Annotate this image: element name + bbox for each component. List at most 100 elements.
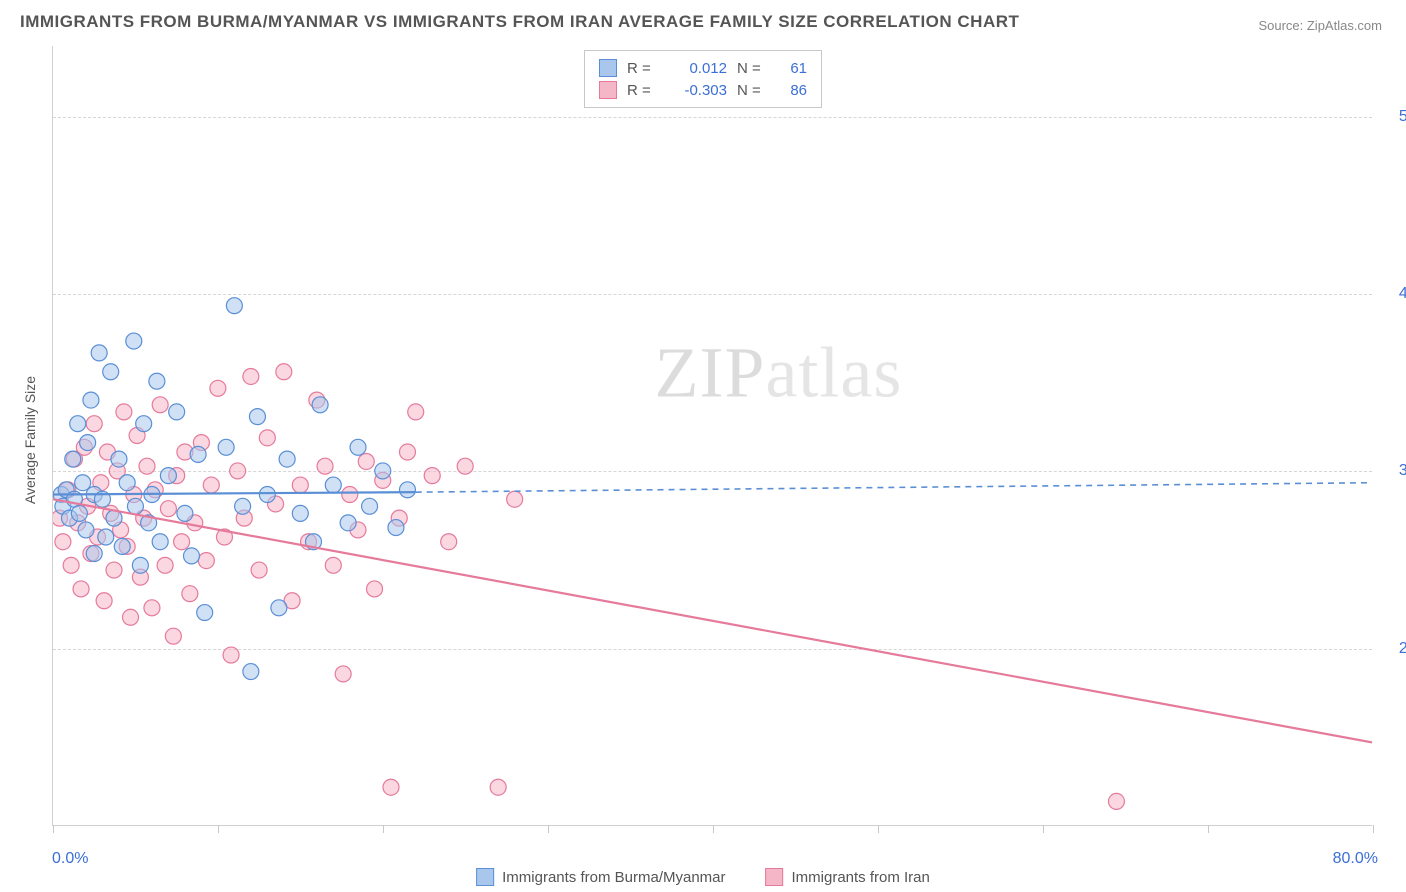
data-point — [312, 397, 328, 413]
data-point — [210, 380, 226, 396]
y-tick-label: 2.75 — [1380, 640, 1406, 658]
x-tick — [383, 825, 384, 833]
data-point — [184, 548, 200, 564]
data-point — [96, 593, 112, 609]
data-point — [375, 463, 391, 479]
data-point — [55, 534, 71, 550]
data-point — [65, 451, 81, 467]
data-point — [139, 458, 155, 474]
data-point — [235, 498, 251, 514]
data-point — [292, 505, 308, 521]
legend-row-series1: R = 0.012 N = 61 — [599, 57, 807, 79]
data-point — [350, 439, 366, 455]
data-point — [383, 779, 399, 795]
data-point — [340, 515, 356, 531]
source-attribution: Source: ZipAtlas.com — [1258, 18, 1382, 33]
x-axis-end-label: 80.0% — [1333, 850, 1378, 868]
data-point — [182, 586, 198, 602]
data-point — [75, 475, 91, 491]
data-point — [218, 439, 234, 455]
data-point — [103, 364, 119, 380]
data-point — [127, 498, 143, 514]
x-tick — [548, 825, 549, 833]
data-point — [80, 435, 96, 451]
source-value: ZipAtlas.com — [1307, 18, 1382, 33]
data-point — [190, 446, 206, 462]
data-point — [342, 487, 358, 503]
y-axis-label: Average Family Size — [22, 376, 38, 504]
n-value-series1: 61 — [777, 60, 807, 77]
trend-line-dashed — [416, 483, 1372, 492]
x-tick — [1043, 825, 1044, 833]
data-point — [169, 404, 185, 420]
data-point — [325, 477, 341, 493]
trend-line-solid — [53, 499, 1372, 742]
data-point — [78, 522, 94, 538]
data-point — [424, 468, 440, 484]
data-point — [367, 581, 383, 597]
data-point — [86, 416, 102, 432]
x-tick — [713, 825, 714, 833]
data-point — [114, 538, 130, 554]
n-value-series2: 86 — [777, 82, 807, 99]
data-point — [198, 553, 214, 569]
data-point — [362, 498, 378, 514]
data-point — [399, 444, 415, 460]
data-point — [63, 557, 79, 573]
data-point — [1108, 793, 1124, 809]
data-point — [317, 458, 333, 474]
chart-title: IMMIGRANTS FROM BURMA/MYANMAR VS IMMIGRA… — [20, 12, 1019, 32]
r-label: R = — [627, 60, 657, 77]
data-point — [149, 373, 165, 389]
data-point — [122, 609, 138, 625]
data-point — [243, 664, 259, 680]
data-point — [71, 505, 87, 521]
data-point — [119, 475, 135, 491]
chart-svg — [53, 46, 1372, 825]
swatch-series2 — [599, 81, 617, 99]
x-tick — [1373, 825, 1374, 833]
data-point — [226, 298, 242, 314]
x-tick — [878, 825, 879, 833]
data-point — [165, 628, 181, 644]
data-point — [441, 534, 457, 550]
source-label: Source: — [1258, 18, 1306, 33]
data-point — [276, 364, 292, 380]
data-point — [388, 520, 404, 536]
r-value-series1: 0.012 — [667, 60, 727, 77]
y-tick-label: 4.25 — [1380, 285, 1406, 303]
data-point — [83, 392, 99, 408]
data-point — [73, 581, 89, 597]
n-label: N = — [737, 60, 767, 77]
swatch-series1 — [599, 59, 617, 77]
r-label: R = — [627, 82, 657, 99]
data-point — [325, 557, 341, 573]
data-point — [507, 491, 523, 507]
data-point — [223, 647, 239, 663]
x-tick — [218, 825, 219, 833]
data-point — [160, 468, 176, 484]
data-point — [126, 333, 142, 349]
data-point — [408, 404, 424, 420]
swatch-series2-b — [766, 868, 784, 886]
data-point — [197, 605, 213, 621]
data-point — [86, 546, 102, 562]
x-tick — [1208, 825, 1209, 833]
data-point — [271, 600, 287, 616]
data-point — [132, 557, 148, 573]
data-point — [457, 458, 473, 474]
legend-item-series1: Immigrants from Burma/Myanmar — [476, 868, 725, 886]
r-value-series2: -0.303 — [667, 82, 727, 99]
swatch-series1-b — [476, 868, 494, 886]
legend-row-series2: R = -0.303 N = 86 — [599, 79, 807, 101]
plot-area: ZIPatlas 2.753.504.255.00 — [52, 46, 1372, 826]
legend-item-series2: Immigrants from Iran — [766, 868, 930, 886]
n-label: N = — [737, 82, 767, 99]
series-legend: Immigrants from Burma/Myanmar Immigrants… — [476, 868, 930, 886]
data-point — [157, 557, 173, 573]
series1-label: Immigrants from Burma/Myanmar — [502, 869, 725, 886]
data-point — [98, 529, 114, 545]
data-point — [230, 463, 246, 479]
data-point — [144, 600, 160, 616]
y-tick-label: 3.50 — [1380, 462, 1406, 480]
